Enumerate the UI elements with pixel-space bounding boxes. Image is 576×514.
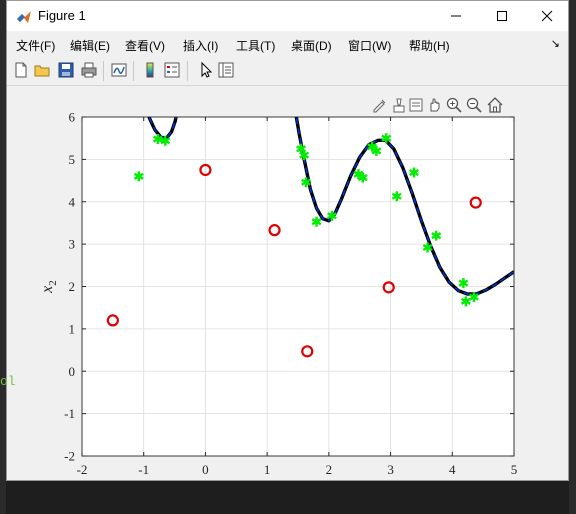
close-button[interactable] <box>524 1 570 31</box>
menu-view[interactable]: 查看(V) <box>125 39 165 53</box>
new-figure-icon[interactable] <box>12 61 30 79</box>
toolbar-separator <box>103 61 104 81</box>
menu-help[interactable]: 帮助(H) <box>409 39 450 53</box>
menu-desktop[interactable]: 桌面(D) <box>291 39 332 53</box>
toolbar-separator <box>187 61 188 81</box>
zoom-in-icon[interactable] <box>445 96 463 114</box>
save-icon[interactable] <box>57 61 75 79</box>
zoom-out-icon[interactable] <box>465 96 483 114</box>
menu-tools[interactable]: 工具(T) <box>236 39 276 53</box>
open-file-icon[interactable] <box>33 61 51 79</box>
minimize-icon <box>451 15 461 17</box>
data-tips-icon[interactable] <box>390 96 408 114</box>
taskbar-strip <box>6 481 569 514</box>
brush-icon[interactable] <box>407 96 425 114</box>
figure-window: Figure 1 文件(F) 编辑(E) 查看(V) 插入(I) 工具(T) 桌… <box>6 0 569 481</box>
menu-edit[interactable]: 编辑(E) <box>70 39 110 53</box>
window-title: Figure 1 <box>38 8 86 23</box>
title-bar[interactable]: Figure 1 <box>7 1 568 31</box>
print-icon[interactable] <box>80 61 98 79</box>
pan-icon[interactable] <box>426 96 444 114</box>
matlab-logo-icon <box>17 11 31 23</box>
menu-bar: 文件(F) 编辑(E) 查看(V) 插入(I) 工具(T) 桌面(D) 窗口(W… <box>7 31 568 57</box>
menu-insert[interactable]: 插入(I) <box>183 39 219 53</box>
dock-arrow-icon[interactable]: ↘ <box>550 38 560 50</box>
legend-icon[interactable] <box>163 61 181 79</box>
maximize-icon <box>497 11 507 21</box>
figure-toolbar <box>7 57 568 86</box>
toolbar-separator <box>133 61 134 81</box>
edit-plot-icon[interactable] <box>371 96 389 114</box>
figure-canvas <box>7 86 568 480</box>
menu-file[interactable]: 文件(F) <box>16 39 56 53</box>
menu-window[interactable]: 窗口(W) <box>348 39 392 53</box>
command-window-fragment: ol <box>0 374 16 389</box>
home-icon[interactable] <box>486 96 504 114</box>
minimize-button[interactable] <box>433 1 479 31</box>
property-inspector-icon[interactable] <box>217 61 235 79</box>
link-plot-icon[interactable] <box>110 61 128 79</box>
pointer-icon[interactable] <box>197 61 215 79</box>
close-icon <box>541 10 553 22</box>
colorbar-icon[interactable] <box>141 61 159 79</box>
maximize-button[interactable] <box>479 1 525 31</box>
